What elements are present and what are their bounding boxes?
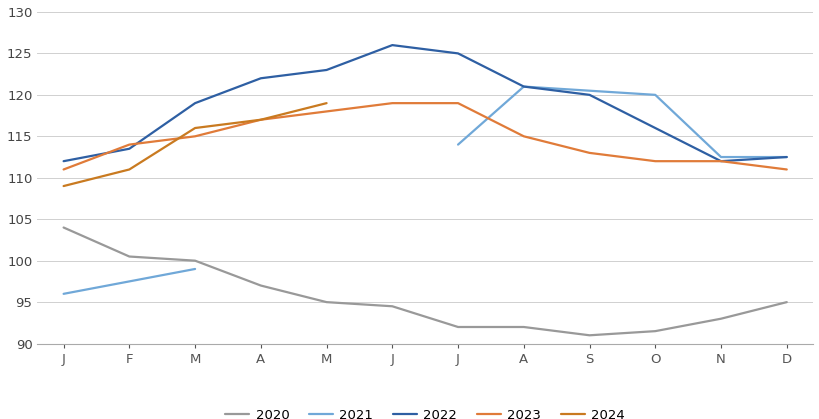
2021	[59, 291, 69, 296]
2020	[715, 316, 725, 321]
2021	[124, 279, 134, 284]
Line: 2020: 2020	[64, 228, 785, 335]
2020	[518, 324, 528, 329]
2023	[190, 134, 200, 139]
2021	[715, 155, 725, 160]
2021	[190, 266, 200, 272]
2023	[518, 134, 528, 139]
2023	[256, 117, 265, 122]
2023	[715, 159, 725, 164]
2023	[321, 109, 331, 114]
Line: 2021: 2021	[458, 87, 785, 157]
2022	[649, 126, 659, 131]
2022	[256, 76, 265, 81]
Line: 2024: 2024	[64, 103, 326, 186]
2024	[124, 167, 134, 172]
2022	[321, 67, 331, 72]
2020	[387, 304, 396, 309]
Line: 2023: 2023	[64, 103, 785, 169]
2021	[518, 84, 528, 89]
2020	[453, 324, 463, 329]
2020	[124, 254, 134, 259]
2024	[59, 184, 69, 189]
2020	[781, 300, 790, 305]
2022	[59, 159, 69, 164]
2020	[190, 258, 200, 263]
2023	[781, 167, 790, 172]
2024	[256, 117, 265, 122]
2023	[387, 101, 396, 106]
Line: 2022: 2022	[64, 45, 785, 161]
2021	[584, 88, 594, 93]
2020	[584, 333, 594, 338]
Line: 2021: 2021	[64, 269, 195, 294]
2020	[59, 225, 69, 230]
2021	[453, 142, 463, 147]
2022	[124, 146, 134, 151]
2022	[781, 155, 790, 160]
2023	[59, 167, 69, 172]
Legend: 2020, 2021, 2022, 2023, 2024: 2020, 2021, 2022, 2023, 2024	[219, 403, 630, 419]
2022	[584, 92, 594, 97]
2020	[649, 328, 659, 334]
2024	[190, 126, 200, 131]
2022	[715, 159, 725, 164]
2020	[321, 300, 331, 305]
2021	[781, 155, 790, 160]
2021	[649, 92, 659, 97]
2023	[453, 101, 463, 106]
2024	[321, 101, 331, 106]
2020	[256, 283, 265, 288]
2022	[453, 51, 463, 56]
2022	[190, 101, 200, 106]
2023	[649, 159, 659, 164]
2022	[387, 43, 396, 48]
2023	[124, 142, 134, 147]
2023	[584, 150, 594, 155]
2022	[518, 84, 528, 89]
